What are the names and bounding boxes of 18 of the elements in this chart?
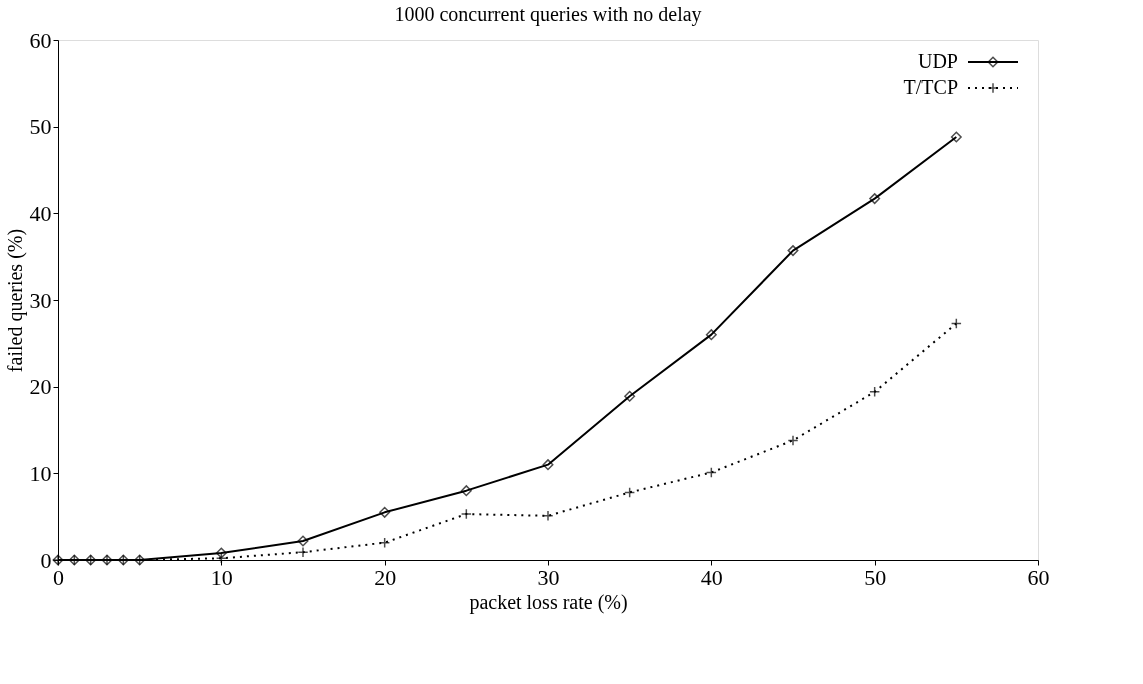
y-tick-label: 10 bbox=[29, 460, 52, 486]
y-tick-label: 40 bbox=[29, 200, 52, 226]
y-tick-label: 30 bbox=[29, 287, 52, 313]
x-tick-label: 10 bbox=[210, 564, 233, 590]
y-tick-label: 20 bbox=[29, 374, 52, 400]
y-axis-title: failed queries (%) bbox=[3, 228, 27, 373]
x-tick-label: 30 bbox=[537, 564, 560, 590]
y-tick-label: 60 bbox=[29, 27, 52, 53]
x-tick-label: 40 bbox=[700, 564, 723, 590]
legend-label: T/TCP bbox=[903, 76, 958, 98]
x-axis-title: packet loss rate (%) bbox=[469, 590, 628, 614]
x-tick-label: 20 bbox=[374, 564, 397, 590]
x-tick-label: 50 bbox=[864, 564, 887, 590]
y-tick-label: 0 bbox=[40, 547, 52, 573]
y-tick-label: 50 bbox=[29, 114, 52, 140]
chart-title: 1000 concurrent queries with no delay bbox=[394, 3, 702, 26]
x-tick-label: 60 bbox=[1027, 564, 1050, 590]
legend-label: UDP bbox=[917, 50, 958, 72]
